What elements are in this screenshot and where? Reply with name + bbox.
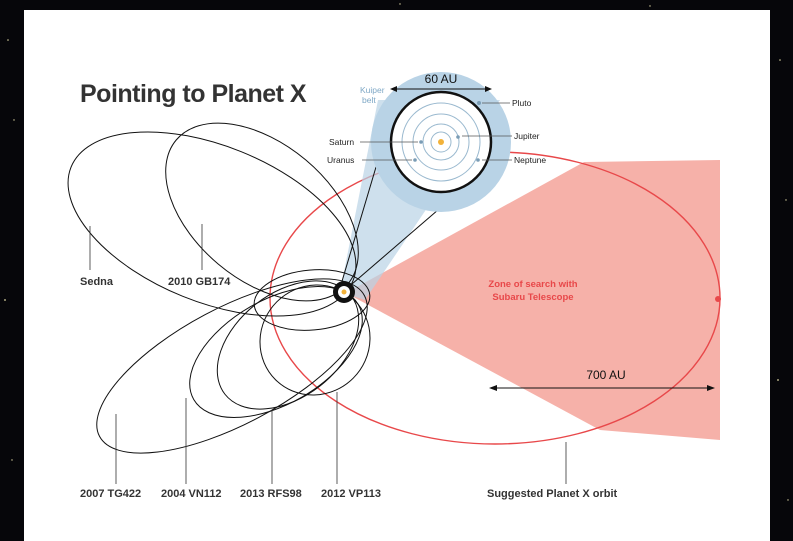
label-sedna: Sedna (80, 276, 114, 288)
label-2010-gb174: 2010 GB174 (168, 276, 231, 288)
label-neptune: Neptune (514, 155, 546, 165)
kuiper-inset: 60 AU Kuiper belt Pluto Jupiter Neptune … (327, 72, 546, 212)
jupiter-orbit (430, 131, 452, 153)
label-jupiter: Jupiter (514, 131, 540, 141)
orbit-2012-vp113 (259, 284, 371, 396)
scale-60-label: 60 AU (425, 72, 458, 86)
orbit-sedna (67, 131, 357, 317)
sun-dot (341, 289, 347, 295)
orbit-inner-extra (253, 269, 371, 331)
zone-label-2: Subaru Telescope (492, 292, 573, 303)
scale-700-arrow-left (489, 385, 497, 391)
kuiper-label-2: belt (362, 95, 376, 105)
zone-label-1: Zone of search with (488, 279, 577, 290)
scale-700-label: 700 AU (586, 368, 625, 382)
label-2007-tg422: 2007 TG422 (80, 488, 141, 500)
scale-60-arrow-left (390, 86, 397, 92)
saturn-orbit (422, 123, 460, 161)
planet-x-marker (715, 296, 721, 302)
object-labels: Sedna 2010 GB174 2007 TG422 2004 VN112 2… (80, 224, 618, 500)
label-2004-vn112: 2004 VN112 (161, 488, 222, 500)
uranus-dot (413, 158, 417, 162)
pluto-dot (477, 101, 481, 105)
label-planet-x-orbit: Suggested Planet X orbit (487, 488, 618, 500)
scale-700-arrow-right (707, 385, 715, 391)
diagram-title: Pointing to Planet X (80, 80, 307, 108)
label-pluto: Pluto (512, 98, 532, 108)
label-2012-vp113: 2012 VP113 (321, 488, 381, 500)
label-2013-rfs98: 2013 RFS98 (240, 488, 302, 500)
scale-60-arrow-right (485, 86, 492, 92)
jupiter-dot (456, 135, 460, 139)
neptune-dot (476, 158, 480, 162)
kuiper-label-1: Kuiper (360, 85, 385, 95)
label-uranus: Uranus (327, 155, 354, 165)
saturn-dot (419, 140, 423, 144)
orbit-2007-tg422 (96, 278, 368, 454)
label-saturn: Saturn (329, 137, 354, 147)
sun-icon (438, 139, 444, 145)
search-zone-wedge (346, 160, 720, 440)
